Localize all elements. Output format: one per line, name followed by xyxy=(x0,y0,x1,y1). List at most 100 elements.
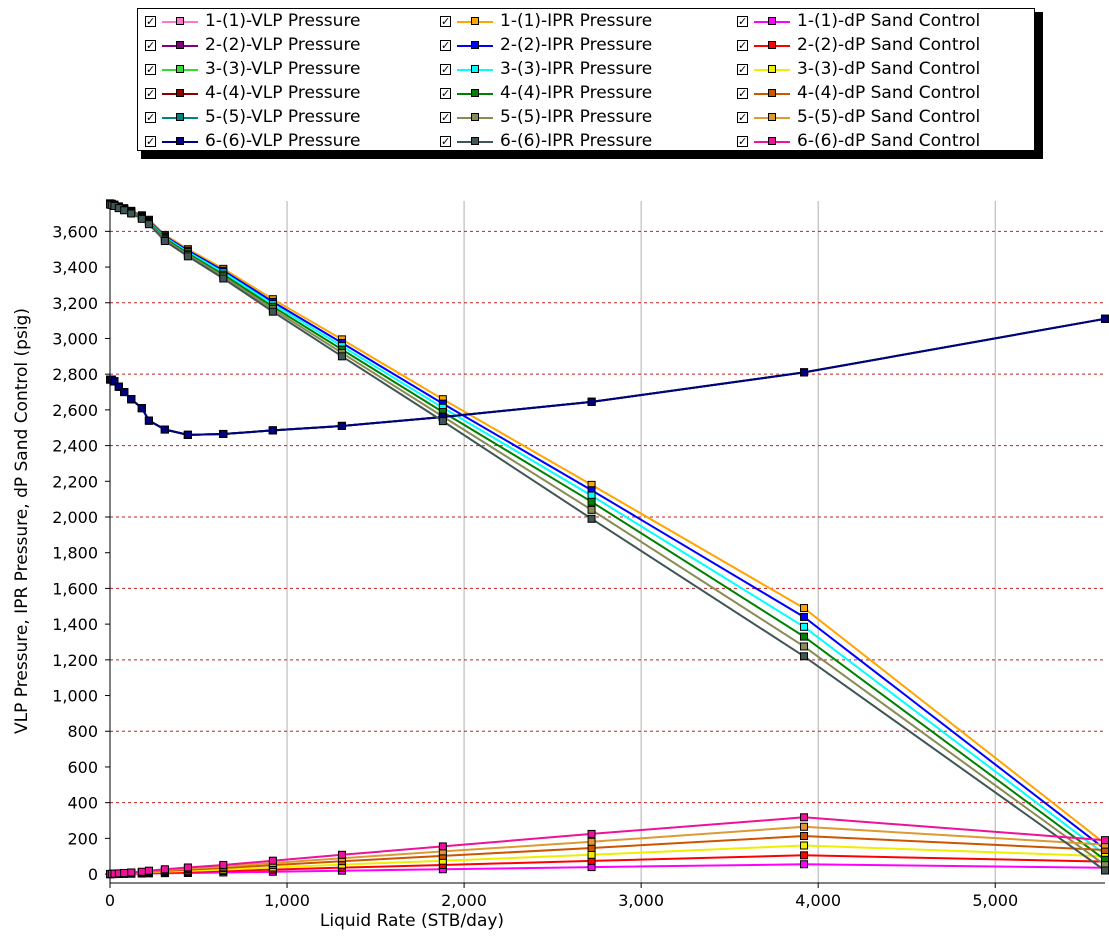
x-tick-label: 5,000 xyxy=(972,891,1018,910)
y-tick-label: 3,000 xyxy=(52,329,98,348)
series-7 xyxy=(106,314,1109,439)
legend-checkbox-checked-icon[interactable]: ✓ xyxy=(145,14,156,28)
y-tick-label: 2,600 xyxy=(52,401,98,420)
legend-checkbox-checked-icon[interactable]: ✓ xyxy=(737,134,748,148)
series-line xyxy=(110,317,1106,436)
data-point xyxy=(137,867,146,876)
y-tick-label: 800 xyxy=(67,722,98,741)
data-point xyxy=(219,860,228,869)
data-point xyxy=(160,425,169,434)
series xyxy=(106,199,1109,879)
y-tick-label: 400 xyxy=(67,794,98,813)
legend-checkbox-checked-icon[interactable]: ✓ xyxy=(440,62,451,76)
data-point xyxy=(800,822,809,831)
data-point xyxy=(127,395,136,404)
legend-item[interactable]: ✓ 6-(6)-IPR Pressure xyxy=(440,130,652,152)
legend-checkbox-checked-icon[interactable]: ✓ xyxy=(440,86,451,100)
legend-checkbox-checked-icon[interactable]: ✓ xyxy=(737,86,748,100)
legend-label: 1-(1)-dP Sand Control xyxy=(797,11,981,31)
legend-item[interactable]: ✓ 1-(1)-dP Sand Control xyxy=(737,10,980,32)
legend-item[interactable]: ✓ 6-(6)-VLP Pressure xyxy=(145,130,361,152)
data-point xyxy=(800,604,809,613)
legend-item[interactable]: ✓ 3-(3)-IPR Pressure xyxy=(440,58,652,80)
data-point xyxy=(438,842,447,851)
legend-label: 5-(5)-dP Sand Control xyxy=(797,107,981,127)
data-point xyxy=(114,382,123,391)
data-point xyxy=(183,252,192,261)
legend-checkbox-checked-icon[interactable]: ✓ xyxy=(145,86,156,100)
data-point xyxy=(144,416,153,425)
data-point xyxy=(183,863,192,872)
legend-checkbox-checked-icon[interactable]: ✓ xyxy=(440,134,451,148)
series-line xyxy=(109,203,1106,872)
legend-swatch xyxy=(754,88,790,99)
legend-swatch xyxy=(457,88,493,99)
axes xyxy=(109,201,1105,884)
legend-checkbox-checked-icon[interactable]: ✓ xyxy=(440,14,451,28)
data-point xyxy=(587,397,596,406)
legend-label: 3-(3)-VLP Pressure xyxy=(205,59,361,79)
data-point xyxy=(1101,866,1109,875)
data-point xyxy=(144,220,153,229)
data-point xyxy=(219,274,228,283)
legend-checkbox-checked-icon[interactable]: ✓ xyxy=(737,14,748,28)
legend-checkbox-checked-icon[interactable]: ✓ xyxy=(145,134,156,148)
legend-label: 3-(3)-IPR Pressure xyxy=(500,59,653,79)
legend-checkbox-checked-icon[interactable]: ✓ xyxy=(737,110,748,124)
data-point xyxy=(219,429,228,438)
y-tick-label: 1,600 xyxy=(52,579,98,598)
legend-label: 2-(2)-VLP Pressure xyxy=(205,35,361,55)
legend-checkbox-checked-icon[interactable]: ✓ xyxy=(440,38,451,52)
legend-label: 1-(1)-VLP Pressure xyxy=(205,11,361,31)
legend-swatch xyxy=(162,88,198,99)
legend-item[interactable]: ✓ 5-(5)-VLP Pressure xyxy=(145,106,361,128)
legend-item[interactable]: ✓ 1-(1)-IPR Pressure xyxy=(440,10,652,32)
legend-item[interactable]: ✓ 5-(5)-IPR Pressure xyxy=(440,106,652,128)
data-point xyxy=(1101,836,1109,845)
legend-item[interactable]: ✓ 4-(4)-IPR Pressure xyxy=(440,82,652,104)
data-point xyxy=(800,841,809,850)
legend-item[interactable]: ✓ 2-(2)-IPR Pressure xyxy=(440,34,652,56)
series-4 xyxy=(106,314,1109,439)
legend-item[interactable]: ✓ 6-(6)-dP Sand Control xyxy=(737,130,980,152)
y-tick-label: 1,400 xyxy=(52,615,98,634)
legend-checkbox-checked-icon[interactable]: ✓ xyxy=(737,38,748,52)
legend-checkbox-checked-icon[interactable]: ✓ xyxy=(440,110,451,124)
x-tick-label: 2,000 xyxy=(441,891,487,910)
y-axis-label: VLP Pressure, IPR Pressure, dP Sand Cont… xyxy=(12,308,32,734)
data-point xyxy=(120,869,129,878)
series-17 xyxy=(106,200,1109,875)
legend-checkbox-checked-icon[interactable]: ✓ xyxy=(145,62,156,76)
legend-swatch xyxy=(162,112,198,123)
legend-label: 5-(5)-VLP Pressure xyxy=(205,107,361,127)
data-point xyxy=(127,209,136,218)
legend-item[interactable]: ✓ 3-(3)-VLP Pressure xyxy=(145,58,361,80)
data-point xyxy=(337,352,346,361)
data-point xyxy=(800,612,809,621)
legend-checkbox-checked-icon[interactable]: ✓ xyxy=(737,62,748,76)
legend-item[interactable]: ✓ 4-(4)-VLP Pressure xyxy=(145,82,361,104)
legend-label: 6-(6)-IPR Pressure xyxy=(500,131,653,151)
legend-item[interactable]: ✓ 2-(2)-dP Sand Control xyxy=(737,34,980,56)
legend-swatch xyxy=(754,112,790,123)
data-point xyxy=(1101,314,1109,323)
legend-swatch xyxy=(754,16,790,27)
legend-item[interactable]: ✓ 3-(3)-dP Sand Control xyxy=(737,58,980,80)
legend-swatch xyxy=(754,40,790,51)
legend-swatch xyxy=(754,64,790,75)
series-line xyxy=(110,317,1106,436)
legend-item[interactable]: ✓ 5-(5)-dP Sand Control xyxy=(737,106,980,128)
legend-item[interactable]: ✓ 1-(1)-VLP Pressure xyxy=(145,10,361,32)
y-tick-label: 2,000 xyxy=(52,508,98,527)
legend-label: 5-(5)-IPR Pressure xyxy=(500,107,653,127)
legend-item[interactable]: ✓ 4-(4)-dP Sand Control xyxy=(737,82,980,104)
legend-label: 6-(6)-VLP Pressure xyxy=(205,131,361,151)
data-point xyxy=(800,813,809,822)
legend-swatch xyxy=(162,136,198,147)
legend-checkbox-checked-icon[interactable]: ✓ xyxy=(145,110,156,124)
legend-checkbox-checked-icon[interactable]: ✓ xyxy=(145,38,156,52)
legend-item[interactable]: ✓ 2-(2)-VLP Pressure xyxy=(145,34,361,56)
series-16 xyxy=(106,314,1109,439)
data-point xyxy=(800,642,809,651)
data-point xyxy=(800,632,809,641)
